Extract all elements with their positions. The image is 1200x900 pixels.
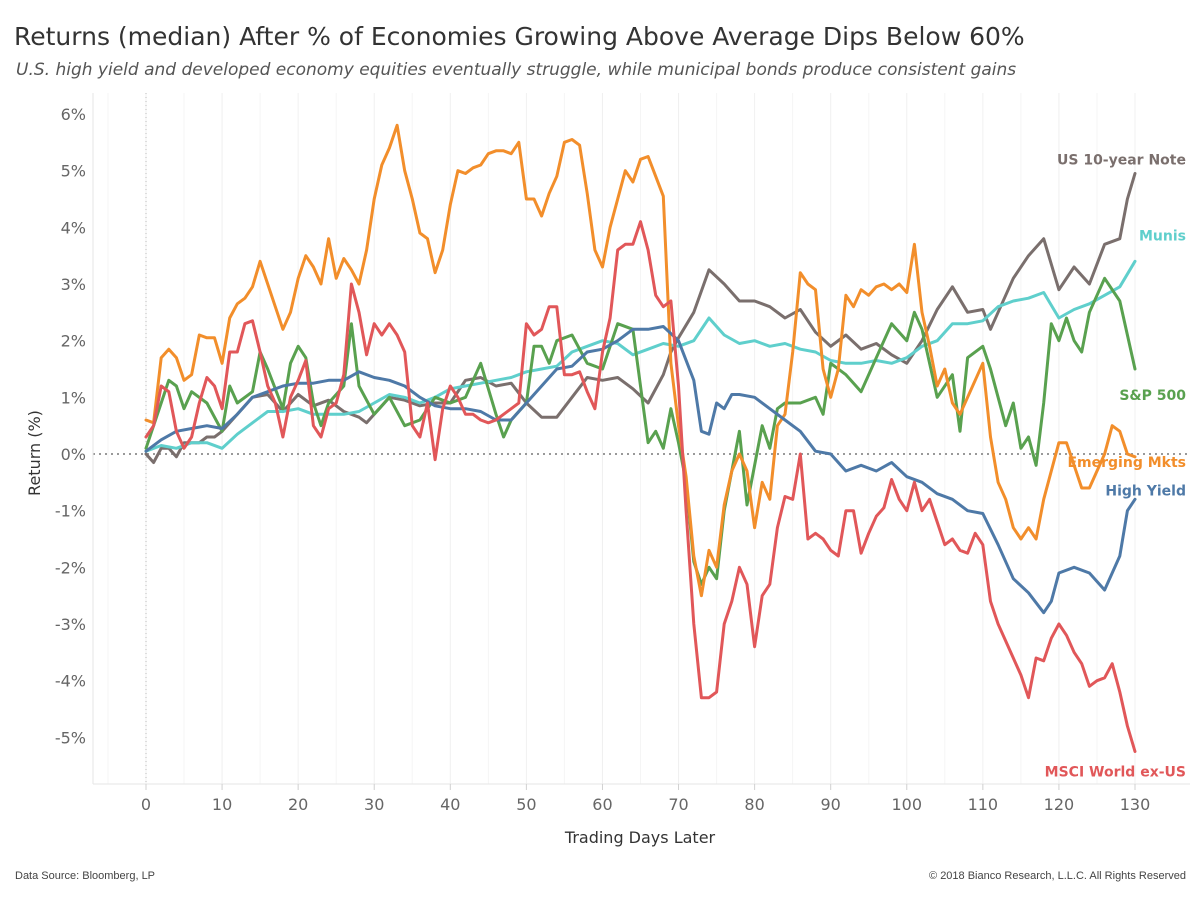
series-label-munis: Munis [1139, 228, 1186, 244]
y-tick-label: 2% [61, 332, 86, 351]
axes: 0 10 20 30 40 50 60 70 80 90 100 110 120 130 -5% -4% -3%… [55, 93, 1190, 814]
x-tick-label: 130 [1120, 795, 1151, 814]
x-tick-label: 100 [891, 795, 922, 814]
x-tick-label: 30 [364, 795, 384, 814]
y-tick-label: 4% [61, 218, 86, 237]
y-tick-label: 6% [61, 105, 86, 124]
copyright: © 2018 Bianco Research, L.L.C. All Right… [929, 870, 1186, 882]
y-tick-label: -3% [55, 615, 86, 634]
x-tick-label: 0 [141, 795, 151, 814]
x-tick-label: 120 [1044, 795, 1075, 814]
gridlines [93, 93, 1190, 784]
series-lines [144, 123, 1137, 753]
x-tick-label: 50 [516, 795, 536, 814]
y-tick-label: -1% [55, 502, 86, 521]
x-tick-label: 70 [668, 795, 688, 814]
series-line-s-p-500 [144, 276, 1137, 586]
series-label-high-yield: High Yield [1105, 483, 1186, 499]
series-line-msci-world-ex-us [144, 220, 1137, 753]
series-label-us-10-year-note: US 10-year Note [1057, 153, 1186, 169]
y-tick-label: -2% [55, 558, 86, 577]
chart-subtitle: U.S. high yield and developed economy eq… [16, 60, 1017, 80]
series-labels: US 10-year Note Munis S&P 500 Emerging Mkts… [1045, 153, 1187, 781]
x-tick-label: 40 [440, 795, 460, 814]
x-tick-label: 80 [744, 795, 764, 814]
y-tick-label: 1% [61, 388, 86, 407]
series-label-s-p-500: S&P 500 [1119, 388, 1186, 404]
y-tick-label: -5% [55, 728, 86, 747]
y-tick-label: 0% [61, 445, 86, 464]
chart-title: Returns (median) After % of Economies Gr… [14, 22, 1025, 51]
y-axis-title: Return (%) [25, 410, 44, 496]
x-tick-label: 110 [968, 795, 999, 814]
x-axis-title: Trading Days Later [564, 828, 716, 847]
x-tick-label: 90 [821, 795, 841, 814]
series-label-msci-world-ex-us: MSCI World ex-US [1045, 765, 1186, 781]
data-source: Data Source: Bloomberg, LP [15, 870, 156, 882]
x-tick-label: 20 [288, 795, 308, 814]
series-line-emerging-mkts [144, 123, 1137, 598]
y-tick-label: -4% [55, 672, 86, 691]
series-line-high-yield [144, 325, 1137, 615]
x-tick-label: 60 [592, 795, 612, 814]
series-label-emerging-mkts: Emerging Mkts [1067, 455, 1186, 471]
x-tick-label: 10 [212, 795, 232, 814]
y-tick-label: 5% [61, 162, 86, 181]
y-tick-label: 3% [61, 275, 86, 294]
